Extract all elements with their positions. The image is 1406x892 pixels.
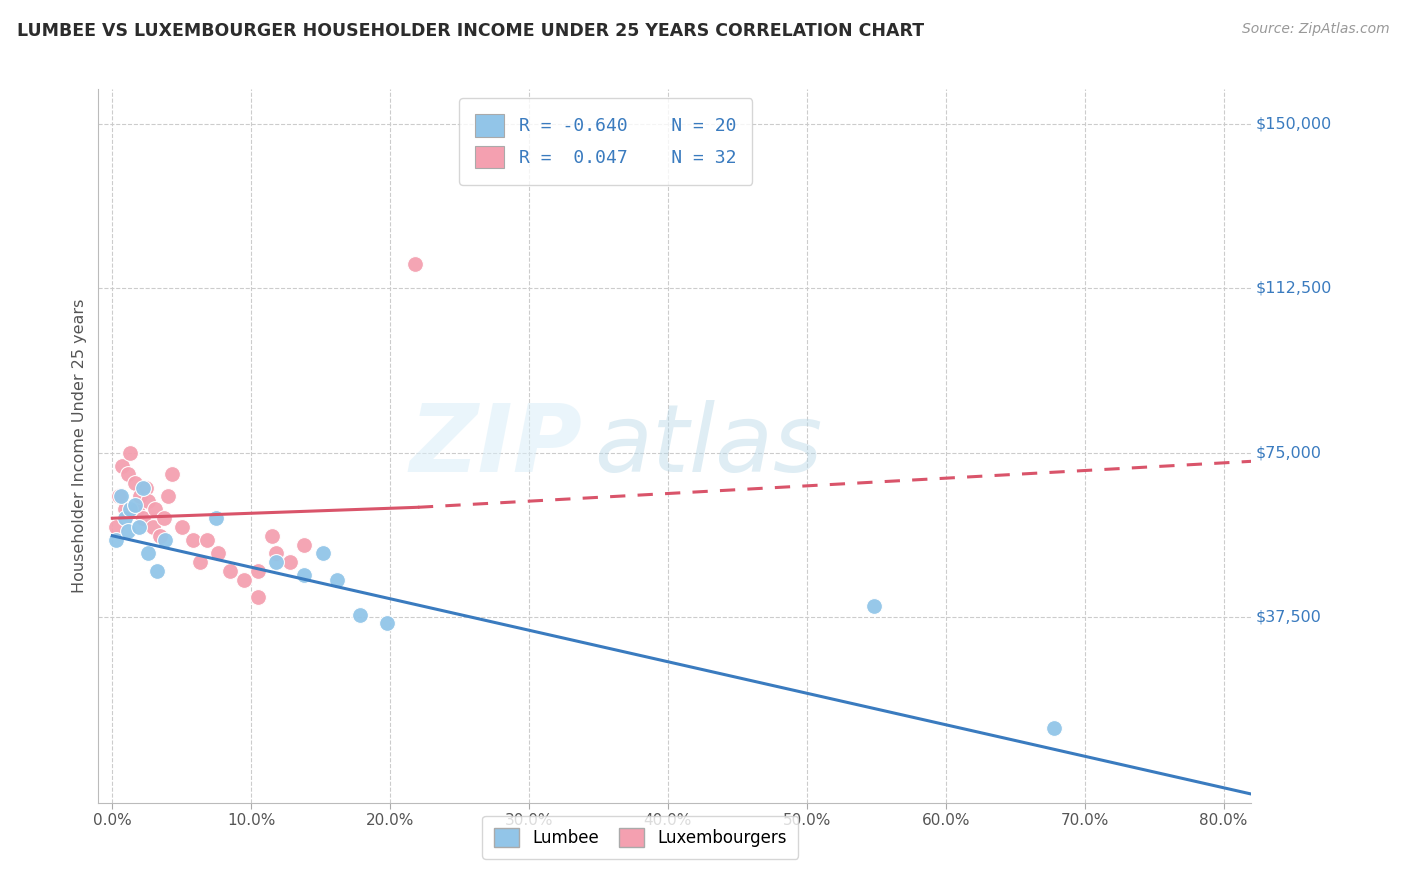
Point	[292, 568, 315, 582]
Point	[120, 502, 142, 516]
Point	[135, 481, 157, 495]
Text: $37,500: $37,500	[1256, 609, 1322, 624]
Text: $150,000: $150,000	[1256, 117, 1331, 132]
Point	[205, 511, 228, 525]
Point	[404, 257, 426, 271]
Point	[264, 555, 287, 569]
Point	[312, 546, 335, 560]
Point	[105, 520, 128, 534]
Legend: Lumbee, Luxembourgers: Lumbee, Luxembourgers	[482, 816, 799, 859]
Point	[110, 489, 132, 503]
Point	[195, 533, 218, 548]
Point	[349, 607, 371, 622]
Point	[111, 458, 134, 473]
Point	[117, 524, 139, 539]
Point	[292, 537, 315, 551]
Point	[114, 511, 136, 525]
Y-axis label: Householder Income Under 25 years: Householder Income Under 25 years	[72, 299, 87, 593]
Point	[127, 502, 149, 516]
Point	[264, 546, 287, 560]
Text: atlas: atlas	[595, 401, 823, 491]
Point	[105, 533, 128, 548]
Point	[108, 489, 131, 503]
Point	[138, 546, 160, 560]
Point	[233, 573, 256, 587]
Text: $112,500: $112,500	[1256, 281, 1331, 296]
Point	[145, 502, 167, 516]
Point	[170, 520, 193, 534]
Text: LUMBEE VS LUXEMBOURGER HOUSEHOLDER INCOME UNDER 25 YEARS CORRELATION CHART: LUMBEE VS LUXEMBOURGER HOUSEHOLDER INCOM…	[17, 22, 924, 40]
Point	[219, 564, 242, 578]
Point	[117, 467, 139, 482]
Point	[188, 555, 211, 569]
Point	[148, 529, 170, 543]
Point	[128, 520, 150, 534]
Point	[207, 546, 229, 560]
Point	[156, 489, 179, 503]
Point	[247, 590, 270, 604]
Point	[152, 511, 174, 525]
Point	[153, 533, 176, 548]
Point	[114, 502, 136, 516]
Point	[862, 599, 884, 613]
Point	[132, 511, 155, 525]
Point	[145, 564, 167, 578]
Point	[132, 481, 155, 495]
Point	[375, 616, 398, 631]
Point	[129, 489, 152, 503]
Point	[124, 498, 146, 512]
Text: ZIP: ZIP	[409, 400, 582, 492]
Point	[278, 555, 301, 569]
Point	[138, 493, 160, 508]
Point	[142, 520, 165, 534]
Point	[120, 445, 142, 459]
Point	[326, 573, 349, 587]
Point	[247, 564, 270, 578]
Text: $75,000: $75,000	[1256, 445, 1322, 460]
Point	[181, 533, 204, 548]
Point	[160, 467, 183, 482]
Point	[124, 476, 146, 491]
Point	[1043, 722, 1066, 736]
Text: Source: ZipAtlas.com: Source: ZipAtlas.com	[1241, 22, 1389, 37]
Point	[260, 529, 283, 543]
